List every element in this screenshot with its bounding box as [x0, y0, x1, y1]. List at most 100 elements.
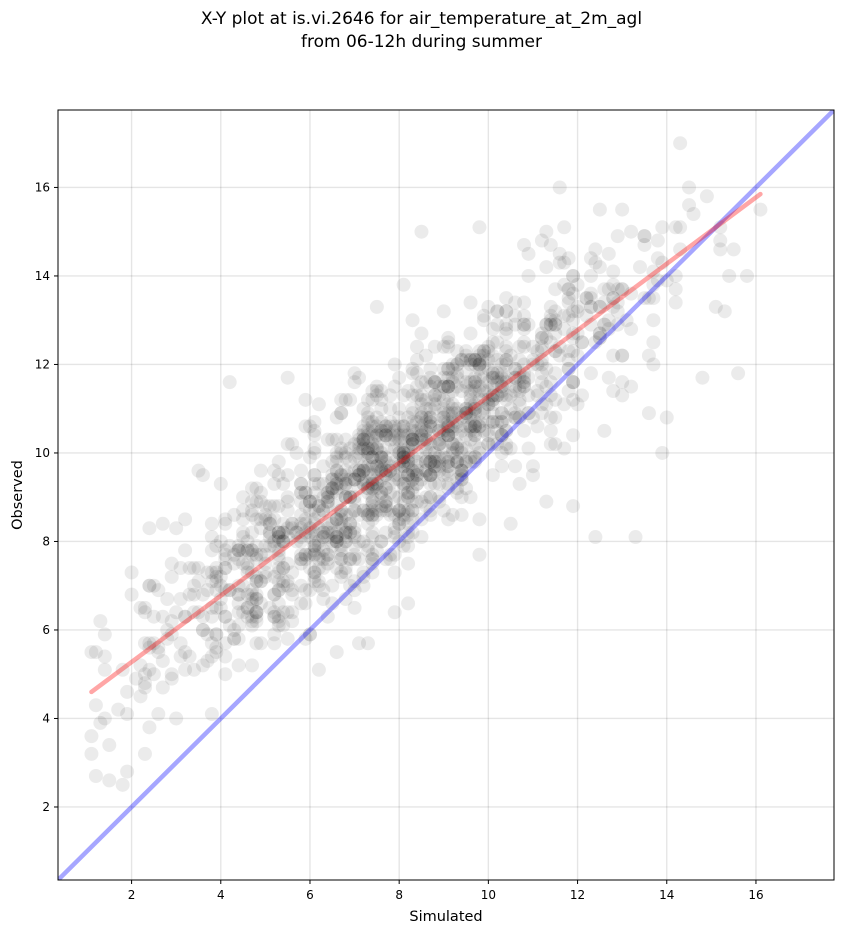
data-point [401, 410, 416, 425]
data-point [338, 565, 353, 580]
data-point [276, 516, 291, 531]
data-point [579, 308, 594, 323]
data-point [240, 609, 255, 624]
data-point [418, 401, 433, 416]
data-point [347, 494, 362, 509]
data-point [441, 428, 456, 443]
y-tick-label: 16 [35, 180, 50, 194]
data-point [151, 640, 166, 655]
data-point [218, 583, 233, 598]
data-point [512, 366, 527, 381]
data-point [387, 605, 402, 620]
data-point [699, 189, 714, 204]
data-point [521, 246, 536, 261]
data-point [97, 662, 112, 677]
data-point [494, 357, 509, 372]
data-point [383, 463, 398, 478]
data-point [557, 397, 572, 412]
data-point [392, 370, 407, 385]
data-point [329, 530, 344, 545]
data-point [285, 587, 300, 602]
data-point [432, 463, 447, 478]
data-point [583, 291, 598, 306]
data-point [534, 233, 549, 248]
y-tick-label: 8 [42, 534, 50, 548]
data-point [227, 631, 242, 646]
data-point [467, 375, 482, 390]
data-point [561, 291, 576, 306]
data-point [499, 388, 514, 403]
data-point [307, 445, 322, 460]
data-point [463, 397, 478, 412]
data-point [459, 379, 474, 394]
data-point [294, 485, 309, 500]
data-point [155, 609, 170, 624]
data-point [668, 295, 683, 310]
data-point [360, 507, 375, 522]
data-point [401, 490, 416, 505]
data-point [450, 379, 465, 394]
data-point [619, 313, 634, 328]
data-point [494, 406, 509, 421]
data-point [463, 401, 478, 416]
data-point [401, 454, 416, 469]
data-point [316, 543, 331, 558]
data-point [240, 600, 255, 615]
data-point [445, 445, 460, 460]
data-point [253, 463, 268, 478]
data-point [445, 414, 460, 429]
data-point [352, 463, 367, 478]
data-point [338, 432, 353, 447]
data-point [436, 379, 451, 394]
data-point [146, 636, 161, 651]
data-point [503, 348, 518, 363]
data-point [298, 631, 313, 646]
data-point [120, 684, 135, 699]
data-point [160, 591, 175, 606]
data-point [267, 476, 282, 491]
data-point [240, 543, 255, 558]
data-point [597, 282, 612, 297]
data-point [280, 605, 295, 620]
data-point [463, 406, 478, 421]
data-point [320, 499, 335, 514]
data-point [338, 521, 353, 536]
data-point [592, 260, 607, 275]
data-point [410, 414, 425, 429]
data-point [329, 476, 344, 491]
data-point [530, 344, 545, 359]
data-point [508, 370, 523, 385]
data-point [298, 583, 313, 598]
data-point [365, 481, 380, 496]
data-point [249, 547, 264, 562]
data-point [436, 361, 451, 376]
data-point [307, 503, 322, 518]
data-point [387, 423, 402, 438]
data-point [436, 304, 451, 319]
data-point [365, 503, 380, 518]
data-point [302, 494, 317, 509]
data-point [294, 463, 309, 478]
data-point [329, 445, 344, 460]
data-point [338, 476, 353, 491]
data-point [253, 596, 268, 611]
data-point [338, 476, 353, 491]
data-point [467, 450, 482, 465]
data-point [298, 392, 313, 407]
data-point [307, 414, 322, 429]
data-point [356, 441, 371, 456]
data-point [726, 242, 741, 257]
data-point [436, 414, 451, 429]
data-point [459, 401, 474, 416]
x-tick-label: 2 [128, 888, 136, 902]
data-point [387, 379, 402, 394]
data-point [338, 561, 353, 576]
data-point [267, 609, 282, 624]
data-point [316, 525, 331, 540]
data-point [356, 534, 371, 549]
data-point [392, 432, 407, 447]
data-point [209, 574, 224, 589]
data-point [374, 392, 389, 407]
data-point [378, 481, 393, 496]
data-point [405, 485, 420, 500]
